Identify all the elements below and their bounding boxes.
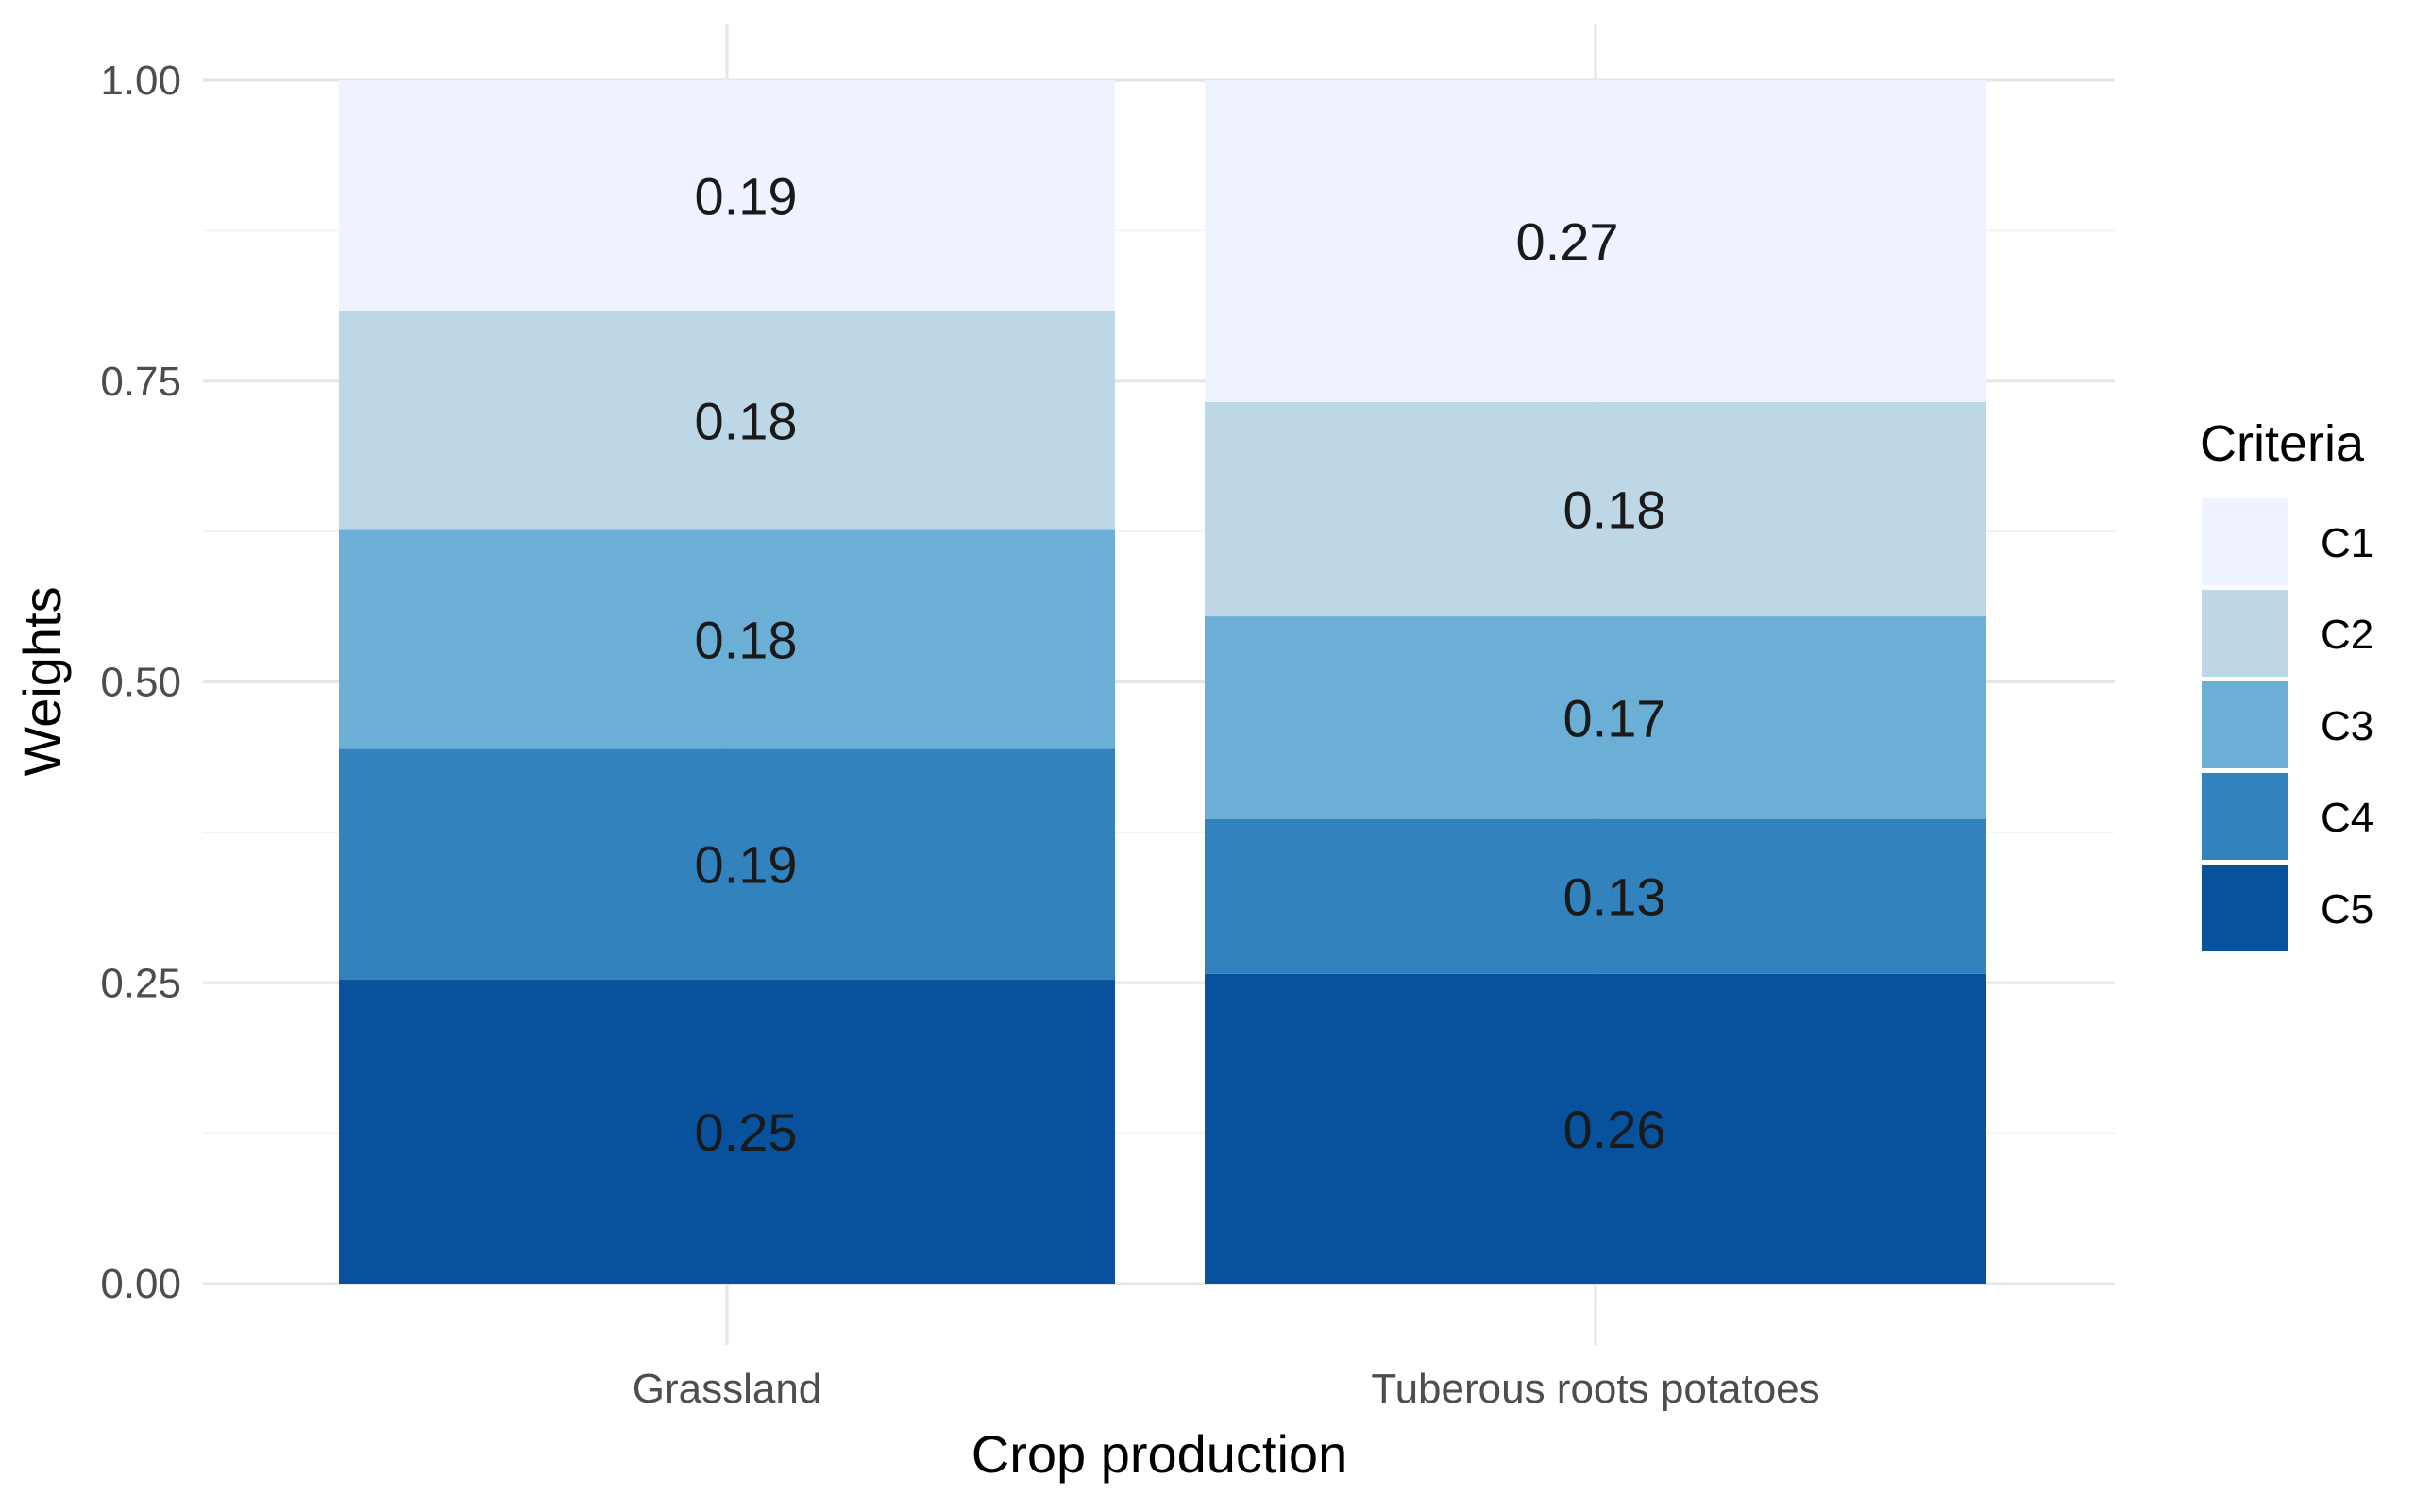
y-axis-title: Weights	[12, 586, 72, 776]
y-tick-label: 0.50	[100, 660, 181, 706]
bar-segment-c2	[1205, 401, 1986, 617]
bar-segment-c5	[1205, 973, 1986, 1284]
bar-segment-c4	[1205, 818, 1986, 974]
legend-title: Criteria	[2200, 415, 2365, 472]
data-label-c1: 0.19	[695, 166, 798, 226]
data-labels: 0.25 0.19 0.18 0.18 0.19 0.26 0.13 0.17 0.18 0.27	[695, 166, 1666, 1162]
bar-segment-c1	[1205, 80, 1986, 402]
bar-segment-c4	[339, 748, 1115, 981]
legend-swatch-c1	[2202, 498, 2288, 585]
legend-label: C2	[2321, 612, 2373, 658]
data-label-c2: 0.18	[1563, 479, 1666, 539]
data-label-c3: 0.18	[695, 610, 798, 669]
bar-segment-c2	[339, 311, 1115, 530]
bars	[339, 80, 1986, 1284]
data-label-c4: 0.19	[695, 835, 798, 895]
y-tick-label: 0.75	[100, 359, 181, 405]
y-tick-label: 1.00	[100, 58, 181, 104]
x-tick-label: Grassland	[633, 1366, 822, 1412]
bar-segment-c3	[1205, 616, 1986, 819]
data-label-c2: 0.18	[695, 392, 798, 451]
y-tick-label: 0.25	[100, 960, 181, 1006]
data-label-c1: 0.27	[1516, 211, 1619, 271]
data-label-c5: 0.26	[1563, 1100, 1666, 1159]
legend-label: C3	[2321, 703, 2373, 749]
x-tick-label: Tuberous roots potatoes	[1371, 1366, 1819, 1412]
y-tick-label: 0.00	[100, 1261, 181, 1307]
x-axis-title: Crop production	[971, 1424, 1347, 1484]
legend-swatch-c5	[2202, 865, 2288, 951]
legend-swatch-c4	[2202, 773, 2288, 860]
legend-swatch-c2	[2202, 590, 2288, 677]
legend-swatch-c3	[2202, 681, 2288, 768]
bar-segment-c5	[339, 980, 1115, 1284]
bar-segment-c1	[339, 80, 1115, 311]
data-label-c4: 0.13	[1563, 867, 1666, 927]
legend-label: C1	[2321, 520, 2373, 566]
legend: Criteria C1 C2 C3 C4 C5	[2200, 415, 2373, 951]
data-label-c3: 0.17	[1563, 688, 1666, 748]
legend-label: C4	[2321, 795, 2373, 841]
axes: Crop production Weights 0.00 0.25 0.50 0.75…	[12, 58, 1820, 1484]
legend-label: C5	[2321, 886, 2373, 932]
data-label-c5: 0.25	[695, 1102, 798, 1162]
bar-segment-c3	[339, 529, 1115, 749]
